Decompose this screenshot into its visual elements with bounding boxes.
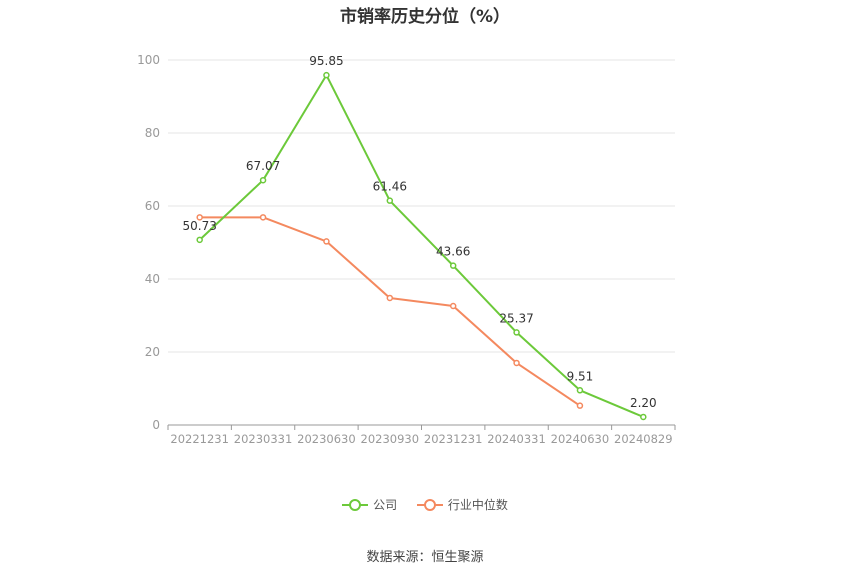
x-tick-label: 20221231 [170,432,229,446]
data-label: 9.51 [567,369,594,383]
series-group [196,71,647,421]
y-tick-label: 100 [137,53,160,67]
legend-line-icon [342,498,369,512]
x-tick-label: 20230331 [234,432,293,446]
data-point [323,238,330,245]
legend-item-industry-median[interactable]: 行业中位数 [416,496,508,513]
data-label: 43.66 [436,245,470,259]
data-source: 数据来源：恒生聚源 [366,550,484,565]
chart-title: 市销率历史分位（%） [339,7,511,27]
data-label: 67.07 [246,159,280,173]
legend-label-industry-median: 行业中位数 [447,498,508,512]
data-point [196,236,203,244]
data-point [386,294,394,302]
x-tick-label: 20240331 [487,432,546,446]
data-point [449,262,457,269]
grid-lines [168,59,675,353]
data-point [513,359,520,367]
data-point [449,302,457,310]
legend-label-company: 公司 [373,498,398,512]
x-tick-label: 20230930 [361,432,420,446]
y-tick-label: 0 [152,418,160,432]
x-tick-label: 20240630 [551,432,610,446]
y-tick-label: 20 [145,345,160,359]
data-label: 25.37 [499,311,533,325]
x-tick-label: 20230630 [297,432,356,446]
data-label: 50.73 [183,219,217,233]
data-point [323,71,330,79]
y-tick-label: 40 [145,272,160,286]
data-label: 2.20 [630,396,657,410]
data-point [576,387,584,394]
data-label: 95.85 [309,54,343,68]
legend-line-icon [416,498,443,512]
y-tick-label: 60 [145,199,160,213]
data-point [386,197,394,204]
x-axis: 20221231 20230331 20230630 20230930 20231231… [167,424,676,446]
data-point [196,214,203,221]
x-tick-label: 20240829 [614,432,673,446]
data-labels: 50.73 67.07 95.85 61.46 43.66 25.37 9.51 2.20 [183,54,657,410]
data-point [513,329,520,336]
legend-item-company[interactable]: 公司 [342,496,397,513]
x-tick-label: 20231231 [424,432,483,446]
series-line-0 [199,74,644,418]
data-point [259,176,267,184]
y-tick-label: 80 [145,126,160,140]
data-point [576,402,584,409]
data-point [640,413,647,421]
y-axis: 0 20 40 60 80 100 [137,53,160,432]
legend: 公司 行业中位数 [0,496,850,515]
data-point [259,214,267,221]
data-label: 61.46 [373,180,407,194]
